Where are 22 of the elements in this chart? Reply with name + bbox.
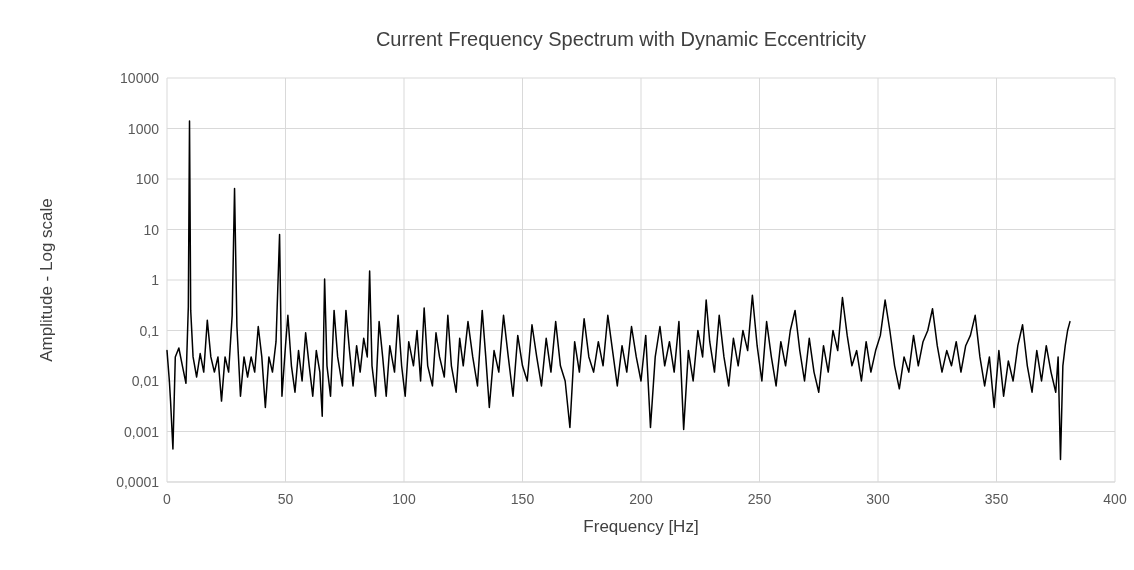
x-tick-label: 50 [277,491,294,507]
x-tick-label: 400 [1103,491,1127,507]
y-tick-label: 0,0001 [116,474,160,490]
y-tick-label: 10000 [120,70,160,86]
x-tick-label: 200 [629,491,653,507]
y-tick-label: 100 [135,171,160,187]
y-tick-label: 1000 [127,120,160,137]
x-tick-label: 0 [163,491,172,507]
line-series [166,120,1071,461]
x-tick-label: 250 [747,491,772,507]
y-tick-label: 0,1 [139,322,160,339]
x-axis-title: Frequency [Hz] [583,517,699,536]
y-tick-label: 10 [143,221,160,238]
x-tick-label: 300 [866,491,890,507]
y-tick-label: 0,001 [123,423,160,440]
x-tick-label: 150 [510,491,535,507]
y-axis-title: Amplitude - Log scale [37,198,56,362]
y-tick-label: 1 [151,272,160,288]
y-tick-label: 0,01 [131,373,160,389]
x-tick-label: 350 [984,491,1009,507]
chart-title: Current Frequency Spectrum with Dynamic Eccentricity [375,28,867,50]
x-tick-label: 100 [392,491,416,507]
